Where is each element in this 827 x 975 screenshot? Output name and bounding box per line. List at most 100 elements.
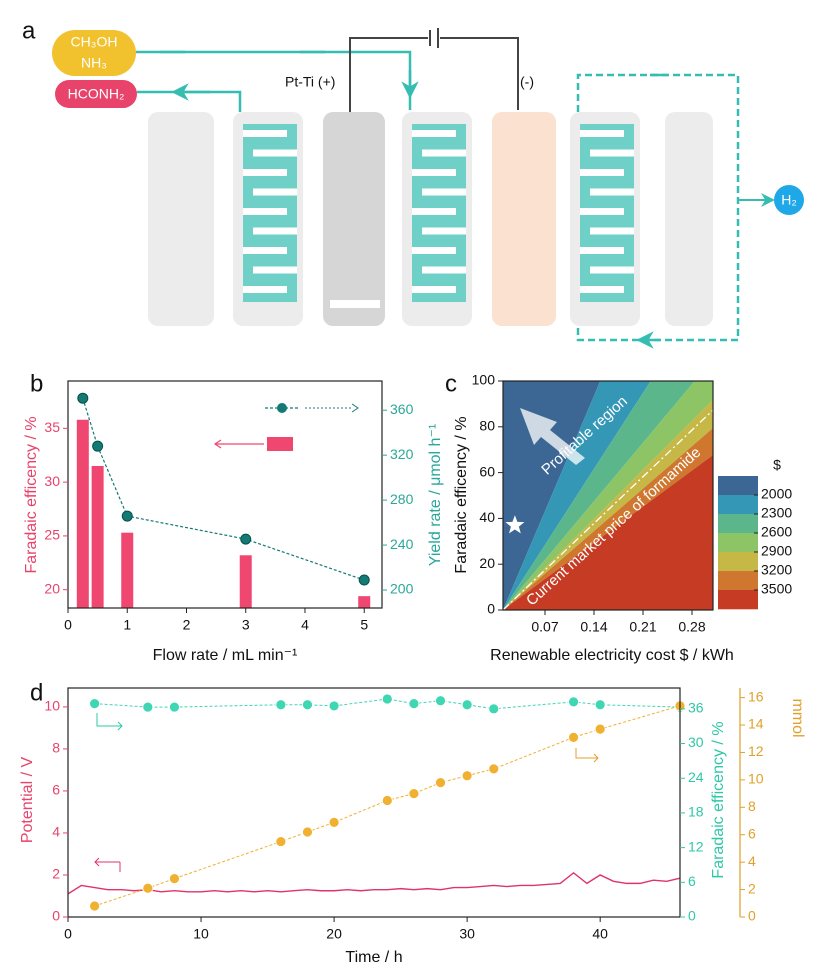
channel-wall <box>580 130 624 137</box>
marker <box>381 795 393 806</box>
y2-tick-label: 0 <box>688 908 696 924</box>
panel-label: c <box>445 370 457 397</box>
channel-wall <box>243 208 287 215</box>
end-plate <box>665 112 713 326</box>
product-label: HCONH₂ <box>68 86 125 102</box>
channel-wall <box>590 227 634 235</box>
channel-wall <box>253 266 297 274</box>
y-tick-label: 25 <box>44 527 60 543</box>
colorbar-swatch <box>718 590 758 610</box>
y-tick-label: 20 <box>479 555 495 571</box>
line <box>94 698 681 710</box>
reactant-label: CH₃OH <box>71 34 118 50</box>
legend-bar <box>267 437 293 451</box>
bar <box>91 465 104 608</box>
panel-a: a CH₃OH NH₃ HCONH₂ Pt-Ti (+) (-) H₂ <box>22 17 804 340</box>
x-tick-label: 10 <box>193 926 209 942</box>
y-tick-label: 80 <box>479 418 495 434</box>
channel-wall <box>422 149 466 157</box>
axis-title: Time / h <box>345 949 402 966</box>
x-tick-label: 0.28 <box>678 619 705 635</box>
x-tick-label: 3 <box>242 617 250 633</box>
channel-wall <box>580 169 624 176</box>
marker <box>408 698 420 710</box>
marker <box>488 763 500 775</box>
x-tick-label: 30 <box>459 926 475 942</box>
reactant-pill <box>52 30 136 76</box>
plot-frame <box>502 380 714 611</box>
marker <box>77 392 89 404</box>
y-tick-label: 40 <box>479 509 495 525</box>
axis-title: mmol <box>789 698 806 737</box>
y-tick-label: 6 <box>52 782 60 798</box>
channel-wall <box>590 188 634 196</box>
y3-tick-label: 12 <box>748 743 764 759</box>
channel-wall <box>590 266 634 274</box>
y-tick-label: 0 <box>487 601 495 617</box>
y-tick-label: 2 <box>52 866 60 882</box>
colorbar-label: 2600 <box>761 524 792 540</box>
channel-wall <box>412 169 456 176</box>
x-tick-label: 0.14 <box>580 619 607 635</box>
x-tick-label: 0 <box>64 926 72 942</box>
y-tick-label: 35 <box>44 419 60 435</box>
cathode-label: (-) <box>520 74 534 90</box>
plot-frame <box>67 380 383 609</box>
y3-tick-label: 8 <box>748 798 756 814</box>
y3-tick-label: 10 <box>748 771 764 787</box>
channel-wall <box>412 286 456 293</box>
legend-arrow <box>213 439 264 449</box>
marker <box>594 723 606 735</box>
channel-wall <box>422 266 466 274</box>
legend-arrow <box>94 857 121 872</box>
marker <box>89 900 101 912</box>
marker <box>328 700 340 712</box>
marker <box>568 696 579 708</box>
marker <box>302 826 313 838</box>
marker <box>568 731 579 743</box>
axis-title: Potential / V <box>19 757 36 844</box>
y2-tick-label: 24 <box>688 769 704 785</box>
legend-arrow <box>351 403 359 413</box>
star-marker <box>505 515 525 534</box>
y2-tick-label: 360 <box>390 401 414 417</box>
channel-wall <box>580 208 624 215</box>
x-tick-label: 0 <box>64 617 72 633</box>
marker <box>302 699 313 711</box>
y3-tick-label: 0 <box>748 908 756 924</box>
marker <box>594 699 606 711</box>
gas-label: H₂ <box>781 192 797 208</box>
reactant-label: NH₃ <box>81 55 107 71</box>
bar <box>121 532 134 608</box>
y2-tick-label: 280 <box>390 491 414 507</box>
line <box>94 705 681 907</box>
bar <box>239 555 252 608</box>
axis-title: Faradaic efficency / % <box>710 721 727 878</box>
axis-title: Faradaic efficency / % <box>453 416 470 573</box>
marker <box>142 701 154 713</box>
x-tick-label: 20 <box>326 926 342 942</box>
panel-label: d <box>30 679 43 706</box>
marker <box>381 693 393 705</box>
y2-tick-label: 18 <box>688 804 704 820</box>
marker <box>461 770 473 782</box>
marker <box>435 777 446 789</box>
y2-tick-label: 200 <box>390 581 414 597</box>
slot <box>330 300 380 308</box>
channel-wall <box>253 227 297 235</box>
bar <box>358 596 371 608</box>
channel-wall <box>253 188 297 196</box>
legend-arrow <box>96 713 123 731</box>
y2-tick-label: 240 <box>390 536 414 552</box>
y3-tick-label: 6 <box>748 825 756 841</box>
y-tick-label: 0 <box>52 908 60 924</box>
marker <box>169 701 180 713</box>
colorbar-label: 3200 <box>761 562 792 578</box>
contour-region <box>503 381 651 610</box>
circuit <box>349 37 519 112</box>
axis-title: Yield rate / μmol h⁻¹ <box>427 424 444 566</box>
y-tick-label: 8 <box>52 740 60 756</box>
channel-wall <box>590 149 634 157</box>
product-pill <box>55 80 137 108</box>
